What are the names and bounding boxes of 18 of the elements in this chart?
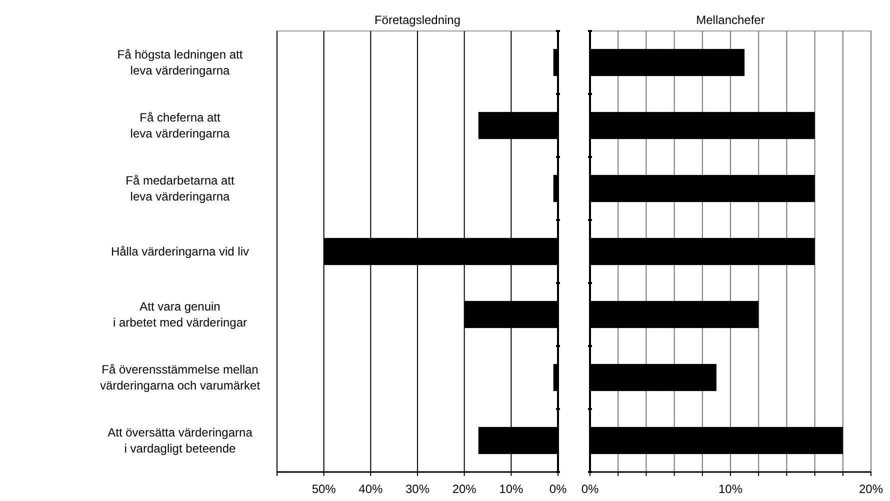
x-tick-label: 10% <box>499 482 524 496</box>
x-tick-label: 10% <box>718 482 743 496</box>
x-tick-label: 30% <box>405 482 430 496</box>
x-tick-label: 0% <box>549 482 567 496</box>
y-tick-label: Att översätta värderingarna i vardagligt beteende <box>108 426 253 456</box>
y-tick-label: Få cheferna att leva värderingarna <box>130 110 230 140</box>
x-tick-label: 0% <box>581 482 599 496</box>
x-tick-label: 40% <box>358 482 383 496</box>
y-tick-label: Hålla värderingarna vid liv <box>110 244 250 258</box>
y-tick-label: Få högsta ledningen att leva värderingarna <box>117 48 244 78</box>
x-tick-label: 20% <box>452 482 477 496</box>
x-tick-label: 50% <box>312 482 336 496</box>
chart-title: Mellanchefer <box>696 13 765 27</box>
y-tick-label: Att vara genuin i arbetet med värderingar <box>112 300 248 330</box>
x-tick-label: 20% <box>858 482 884 496</box>
y-tick-label: Få medarbetarna att leva värderingarna <box>126 174 236 204</box>
y-tick-label: Få överensstämmelse mellan värderingarna och varumärket <box>100 362 261 392</box>
chart-title: Företagsledning <box>374 13 461 27</box>
